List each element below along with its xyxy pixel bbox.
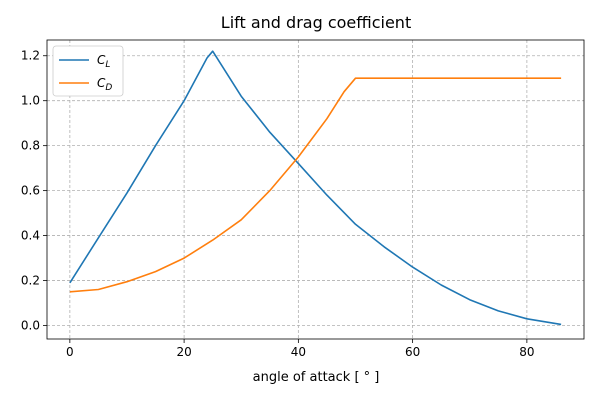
series-line-d — [69, 77, 562, 293]
y-tick-label: 0.0 — [21, 319, 40, 333]
x-tick-label: 80 — [519, 345, 534, 359]
legend: CL CD — [52, 45, 124, 97]
x-tick-label: 60 — [405, 345, 420, 359]
series-line-l — [69, 50, 562, 326]
chart-title: Lift and drag coefficient — [221, 13, 411, 32]
y-tick-label: 0.4 — [21, 229, 40, 243]
x-tick-label: 20 — [176, 345, 191, 359]
y-tick-label: 0.2 — [21, 274, 40, 288]
legend-box — [52, 45, 124, 97]
plot-frame — [46, 39, 585, 340]
grid — [47, 40, 584, 339]
y-tick-label: 1.0 — [21, 94, 40, 108]
legend-label-cl: CL — [97, 53, 110, 70]
axis-ticks: 0 20 40 60 80 0.0 0.2 0.4 0.6 0.8 1.0 1.2 — [21, 49, 535, 359]
y-tick-label: 0.6 — [21, 184, 40, 198]
y-tick-label: 1.2 — [21, 49, 40, 63]
legend-label-cd: CD — [97, 76, 112, 93]
x-axis-label: angle of attack [ ° ] — [253, 370, 380, 385]
x-tick-label: 0 — [66, 345, 74, 359]
x-tick-label: 40 — [291, 345, 306, 359]
y-tick-label: 0.8 — [21, 139, 40, 153]
series-lines — [69, 50, 562, 326]
